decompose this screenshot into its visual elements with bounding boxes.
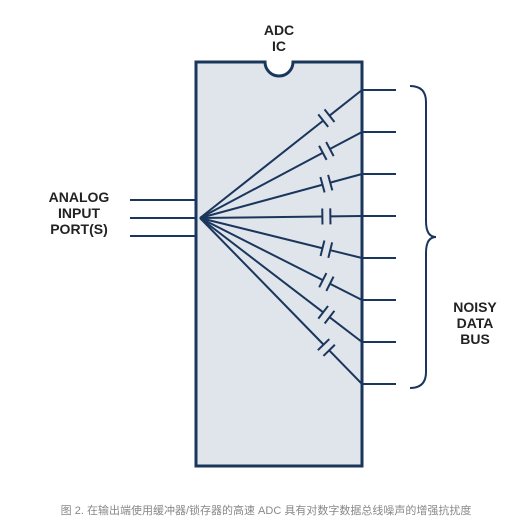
analog-input-label: ANALOG INPUT PORT(S): [26, 189, 132, 237]
figure-caption: 图 2. 在输出端使用缓冲器/锁存器的高速 ADC 具有对数字数据总线噪声的增强…: [0, 502, 532, 518]
diagram-stage: ADC IC ANALOG INPUT PORT(S) NOISY DATA B…: [0, 0, 532, 530]
output-brace: [410, 86, 436, 388]
noisy-data-bus-label: NOISY DATA BUS: [440, 299, 510, 347]
adc-ic-title: ADC IC: [256, 22, 302, 54]
adc-ic-body: [196, 62, 362, 466]
diagram-svg: [0, 0, 532, 530]
